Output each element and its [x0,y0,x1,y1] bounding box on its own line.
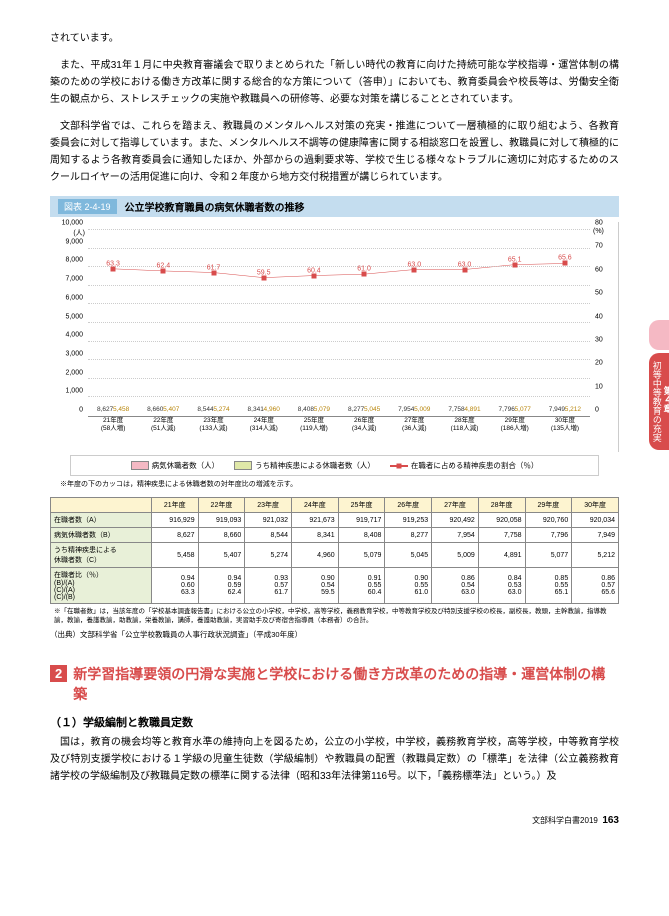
chart-title: 公立学校教育職員の病気休職者数の推移 [125,199,305,214]
footer-doc: 文部科学白書2019 [532,816,598,825]
legend-green: うち精神疾患による休職者数（人） [255,460,375,471]
source: （出典）文部科学省「公立学校教職員の人事行政状況調査」（平成30年度） [50,629,619,640]
y-left-unit: (人) [73,228,85,238]
section-body: 国は，教育の機会均等と教育水準の維持向上を図るため，公立の小学校，中学校，義務教… [50,734,619,785]
legend-pink-icon [131,461,149,470]
x-axis-label: 30年度(135人増) [540,417,590,452]
legend-green-icon [234,461,252,470]
y-right-unit: (%) [593,228,604,235]
bar-line-chart: (人)01,0002,0003,0004,0005,0006,0007,0008… [50,222,619,452]
chart-legend: 病気休職者数（人） うち精神疾患による休職者数（人） 在職者に占める精神疾患の割… [70,455,599,476]
x-axis-label: 27年度(36人減) [389,417,439,452]
section-title: 新学習指導要領の円滑な実施と学校における働き方改革のための指導・運営体制の構築 [73,665,619,704]
table-row: 在職者数（A）916,929919,093921,032921,673919,7… [51,513,619,528]
x-axis-label: 26年度(34人減) [339,417,389,452]
chart-title-bar: 図表 2-4-19 公立学校教育職員の病気休職者数の推移 [50,196,619,217]
x-axis-label: 25年度(119人増) [289,417,339,452]
para-2: また、平成31年１月に中央教育審議会で取りまとめられた「新しい時代の教育に向けた… [50,57,619,108]
table-row: うち精神疾患による 休職者数（C）5,4585,4075,2744,9605,0… [51,543,619,568]
legend-line-icon [390,465,408,467]
chart-note: ※年度の下のカッコは，精神疾患による休職者数の対年度比の増減を示す。 [60,479,619,489]
footer-page: 163 [602,815,619,826]
legend-pink: 病気休職者数（人） [152,460,220,471]
legend-line: 在職者に占める精神疾患の割合（％） [411,460,539,471]
data-table: 21年度22年度23年度24年度25年度26年度27年度28年度29年度30年度… [50,497,619,604]
subsection-title: （１）学級編制と教職員定数 [50,714,619,730]
para-3: 文部科学省では、これらを踏まえ、教職員のメンタルヘルス対策の充実・推進について一… [50,118,619,186]
chart-label: 図表 2-4-19 [58,199,117,214]
x-axis-label: 22年度(51人減) [138,417,188,452]
x-axis-label: 29年度(186人増) [490,417,540,452]
table-row: 在職者比（％） (B)/(A) (C)/(A) (C)/(B)0.94 0.60… [51,568,619,604]
section-header: 2 新学習指導要領の円滑な実施と学校における働き方改革のための指導・運営体制の構… [50,665,619,704]
x-axis-label: 24年度(314人減) [239,417,289,452]
table-row: 病気休職者数（B）8,6278,6608,5448,3418,4088,2777… [51,528,619,543]
x-axis-label: 23年度(133人減) [188,417,238,452]
section-num: 2 [50,665,67,682]
x-axis-label: 21年度(58人増) [88,417,138,452]
table-footnote: ※「在職者数」は，当該年度の「学校基本調査報告書」における公立の小学校，中学校，… [54,607,619,625]
page-footer: 文部科学白書2019 163 [0,815,669,841]
x-axis-label: 28年度(118人減) [439,417,489,452]
para-1: されています。 [50,30,619,47]
